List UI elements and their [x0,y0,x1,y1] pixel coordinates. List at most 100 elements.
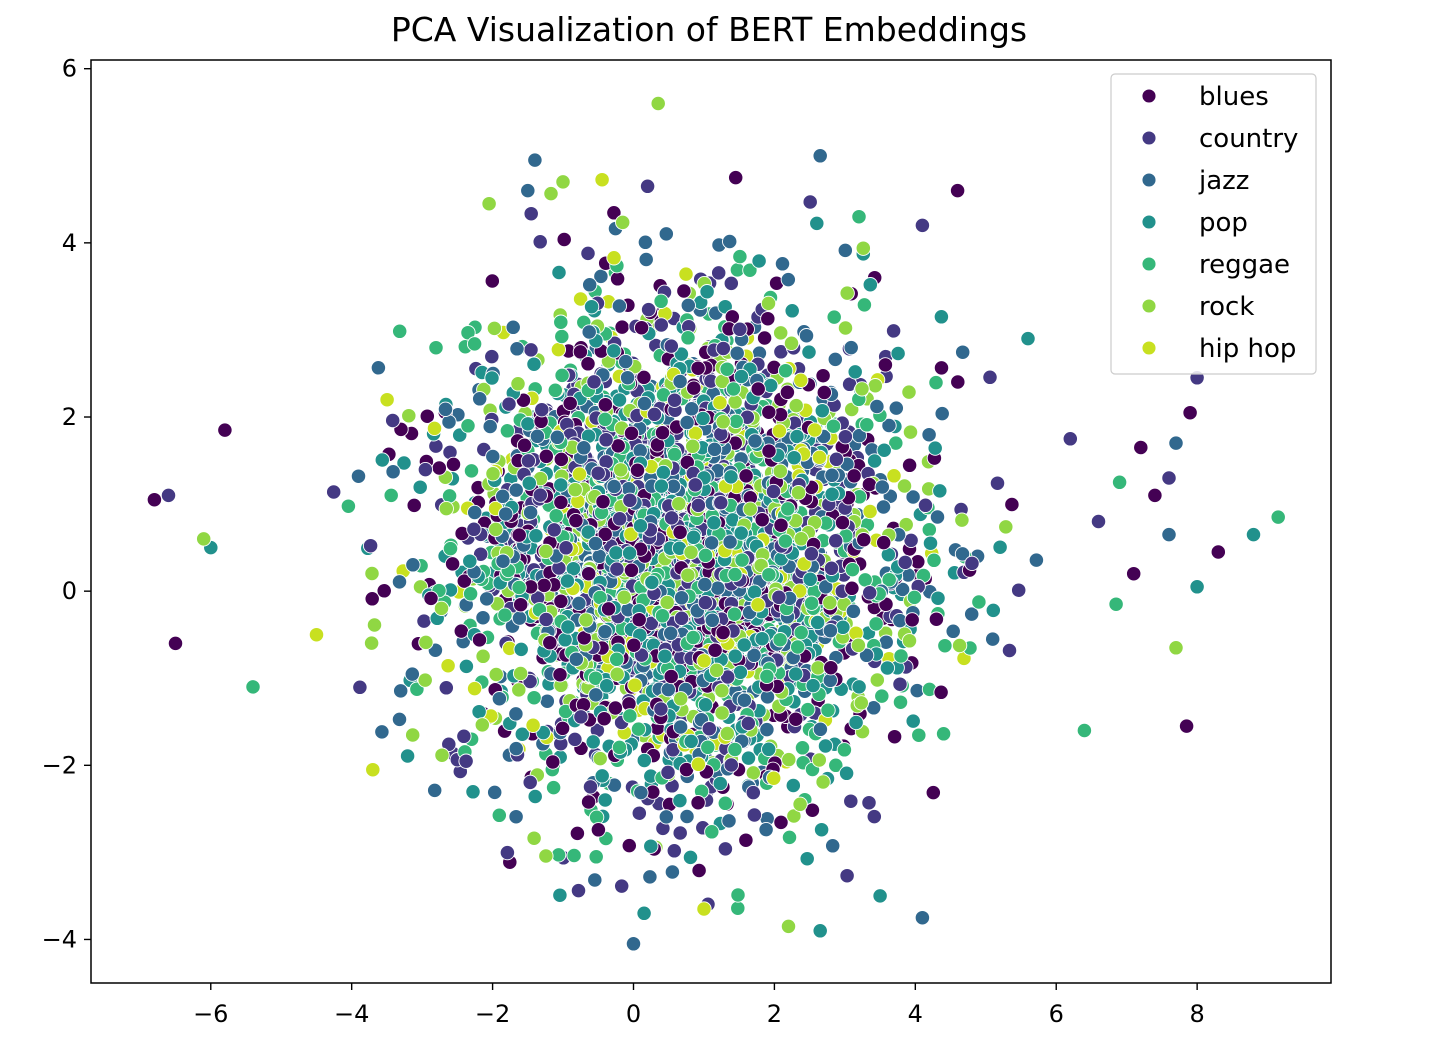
point-pop [1020,330,1036,347]
point-pop [374,452,390,468]
point-reggae [1108,596,1124,612]
point-blues [1178,718,1195,734]
point-blues [456,573,472,589]
point-country [802,194,818,210]
point-country [558,540,574,556]
point-reggae [761,567,777,583]
point-reggae [868,616,884,632]
point-rock [760,295,777,312]
point-country [456,728,472,744]
point-rock [781,751,797,768]
point-country [466,521,482,537]
point-jazz [511,610,528,626]
point-country [1011,582,1027,598]
point-country [701,721,717,737]
point-reggae [851,209,867,225]
point-blues [1004,496,1020,513]
point-pop [585,734,601,750]
point-country [803,546,820,562]
legend-box [1110,73,1317,375]
legend-marker-jazz [1141,172,1157,188]
point-jazz [710,580,726,596]
point-jazz [679,808,695,825]
point-country [1001,642,1018,659]
point-jazz [467,504,483,521]
point-rock [363,635,380,651]
point-reggae [609,651,625,667]
point-pop [706,515,722,531]
point-rock [839,285,855,301]
point-jazz [508,482,524,498]
point-jazz [658,809,674,825]
legend-label-reggae: reggae [1199,250,1290,280]
point-pop [697,697,714,713]
point-reggae [730,887,746,903]
point-pop [824,486,840,502]
point-rock [578,612,594,628]
point-pop [484,370,500,386]
point-pop [655,464,672,481]
point-blues [597,397,614,413]
point-country [567,731,583,748]
point-blues [581,566,597,582]
point-country [687,477,703,493]
point-reggae [906,589,923,606]
point-country [1161,470,1177,486]
point-reggae [462,586,479,602]
point-hip-hop [379,392,395,408]
point-jazz [663,625,679,641]
point-blues [1182,405,1198,421]
point-rock [526,830,542,846]
point-blues [431,460,447,476]
x-tick-label: −6 [193,1000,228,1028]
point-pop [866,453,883,469]
point-country [690,497,707,514]
point-hip-hop [750,597,766,613]
point-country [989,475,1006,491]
point-reggae [725,381,742,397]
point-pop [527,788,543,805]
point-jazz [587,535,604,552]
point-pop [814,403,830,419]
point-jazz [611,298,628,314]
point-hip-hop [766,770,782,786]
point-country [964,555,980,572]
point-blues [1147,487,1163,504]
point-pop [683,733,699,750]
chart-title: PCA Visualization of BERT Embeddings [391,10,1027,49]
point-jazz [606,478,622,495]
point-rock [783,335,800,351]
point-reggae [463,463,480,479]
point-jazz [875,499,892,515]
point-pop [788,666,804,682]
point-blues [844,580,860,596]
point-country [713,426,729,442]
point-jazz [706,441,723,458]
point-rock [364,565,380,582]
point-reggae [728,413,744,430]
point-blues [738,832,754,848]
point-jazz [509,341,525,357]
point-rock [616,589,632,605]
point-rock [474,717,490,733]
point-rock [714,705,730,721]
point-reggae [926,552,942,568]
point-reggae [800,701,816,718]
point-rock [511,682,527,698]
point-country [897,554,913,571]
point-jazz [1168,435,1184,451]
point-jazz [437,401,454,417]
point-pop [905,713,921,729]
point-reggae [772,632,788,648]
point-pop [583,299,600,315]
point-rock [1168,640,1184,656]
point-jazz [869,398,885,415]
point-blues [686,380,702,396]
point-pop [632,518,649,534]
point-pop [712,775,728,792]
point-country [862,585,878,601]
point-jazz [722,534,738,550]
point-country [746,807,763,823]
point-jazz [593,268,609,285]
point-country [580,245,596,262]
